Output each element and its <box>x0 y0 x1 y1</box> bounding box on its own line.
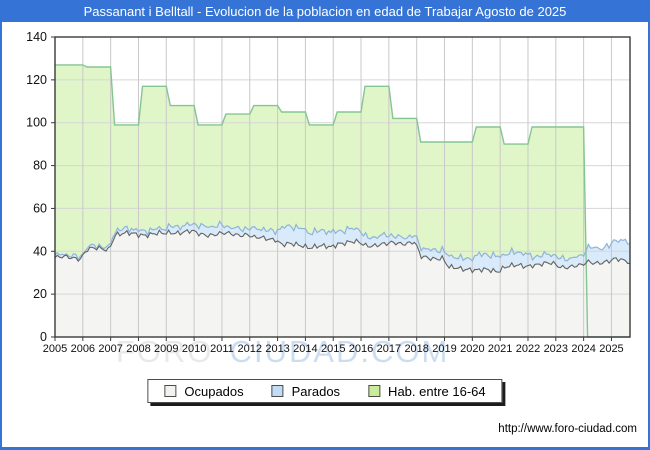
x-tick-label: 2021 <box>488 343 512 355</box>
x-tick-label: 2008 <box>126 343 150 355</box>
y-tick-label: 0 <box>40 330 47 344</box>
x-tick-label: 2024 <box>571 343 595 355</box>
x-tick-label: 2014 <box>293 343 317 355</box>
legend-item-0: Ocupados <box>164 383 244 399</box>
x-tick-label: 2017 <box>377 343 401 355</box>
x-tick-label: 2023 <box>544 343 568 355</box>
x-tick-label: 2022 <box>516 343 540 355</box>
plot-frame <box>54 36 631 338</box>
x-tick-label: 2019 <box>432 343 456 355</box>
legend-item-2: Hab. entre 16-64 <box>368 384 486 399</box>
y-tick-label: 100 <box>26 116 47 130</box>
x-tick-label: 2006 <box>71 343 95 355</box>
chart-title: Passanant i Belltall - Evolucion de la p… <box>83 4 567 19</box>
legend: Ocupados Parados Hab. entre 16-64 <box>147 379 503 403</box>
window-border-bottom <box>0 447 650 450</box>
x-tick-label: 2009 <box>154 343 178 355</box>
x-tick-label: 2007 <box>98 343 122 355</box>
watermark: FORO CIUDAD.COM <box>116 334 449 370</box>
y-tick-label: 120 <box>26 73 47 87</box>
y-tick-label: 80 <box>33 159 47 173</box>
y-tick-label: 60 <box>33 201 47 215</box>
legend-swatch-icon <box>164 385 177 397</box>
parados-line <box>54 220 630 263</box>
y-tick-label: 20 <box>33 287 47 301</box>
x-tick-label: 2015 <box>321 343 345 355</box>
x-tick-label: 2013 <box>265 343 289 355</box>
legend-swatch-icon <box>368 385 381 397</box>
window-border-left <box>0 0 2 450</box>
window-border-right <box>648 0 650 450</box>
x-tick-label: 2010 <box>182 343 206 355</box>
watermark-foro: FORO <box>116 334 214 369</box>
watermark-ciudad: CIUDAD.COM <box>229 334 450 369</box>
legend-label: Parados <box>291 383 341 399</box>
legend-label: Ocupados <box>184 383 244 399</box>
x-tick-label: 2016 <box>349 343 373 355</box>
legend-label: Hab. entre 16-64 <box>388 383 486 399</box>
ocupados-line <box>54 229 630 274</box>
y-tick-label: 140 <box>26 30 47 44</box>
legend-swatch-icon <box>271 385 284 397</box>
x-tick-label: 2020 <box>460 343 484 355</box>
footer-url: http://www.foro-ciudad.com <box>498 423 637 435</box>
y-tick-label: 40 <box>33 244 47 258</box>
x-tick-label: 2012 <box>238 343 262 355</box>
hab-line <box>55 64 630 338</box>
x-tick-label: 2025 <box>599 343 623 355</box>
title-bar: Passanant i Belltall - Evolucion de la p… <box>0 0 650 22</box>
ocupados-area <box>55 229 630 337</box>
x-tick-label: 2011 <box>210 343 234 355</box>
legend-item-1: Parados <box>271 383 341 399</box>
x-tick-label: 2018 <box>404 343 428 355</box>
x-tick-label: 2005 <box>43 343 67 355</box>
